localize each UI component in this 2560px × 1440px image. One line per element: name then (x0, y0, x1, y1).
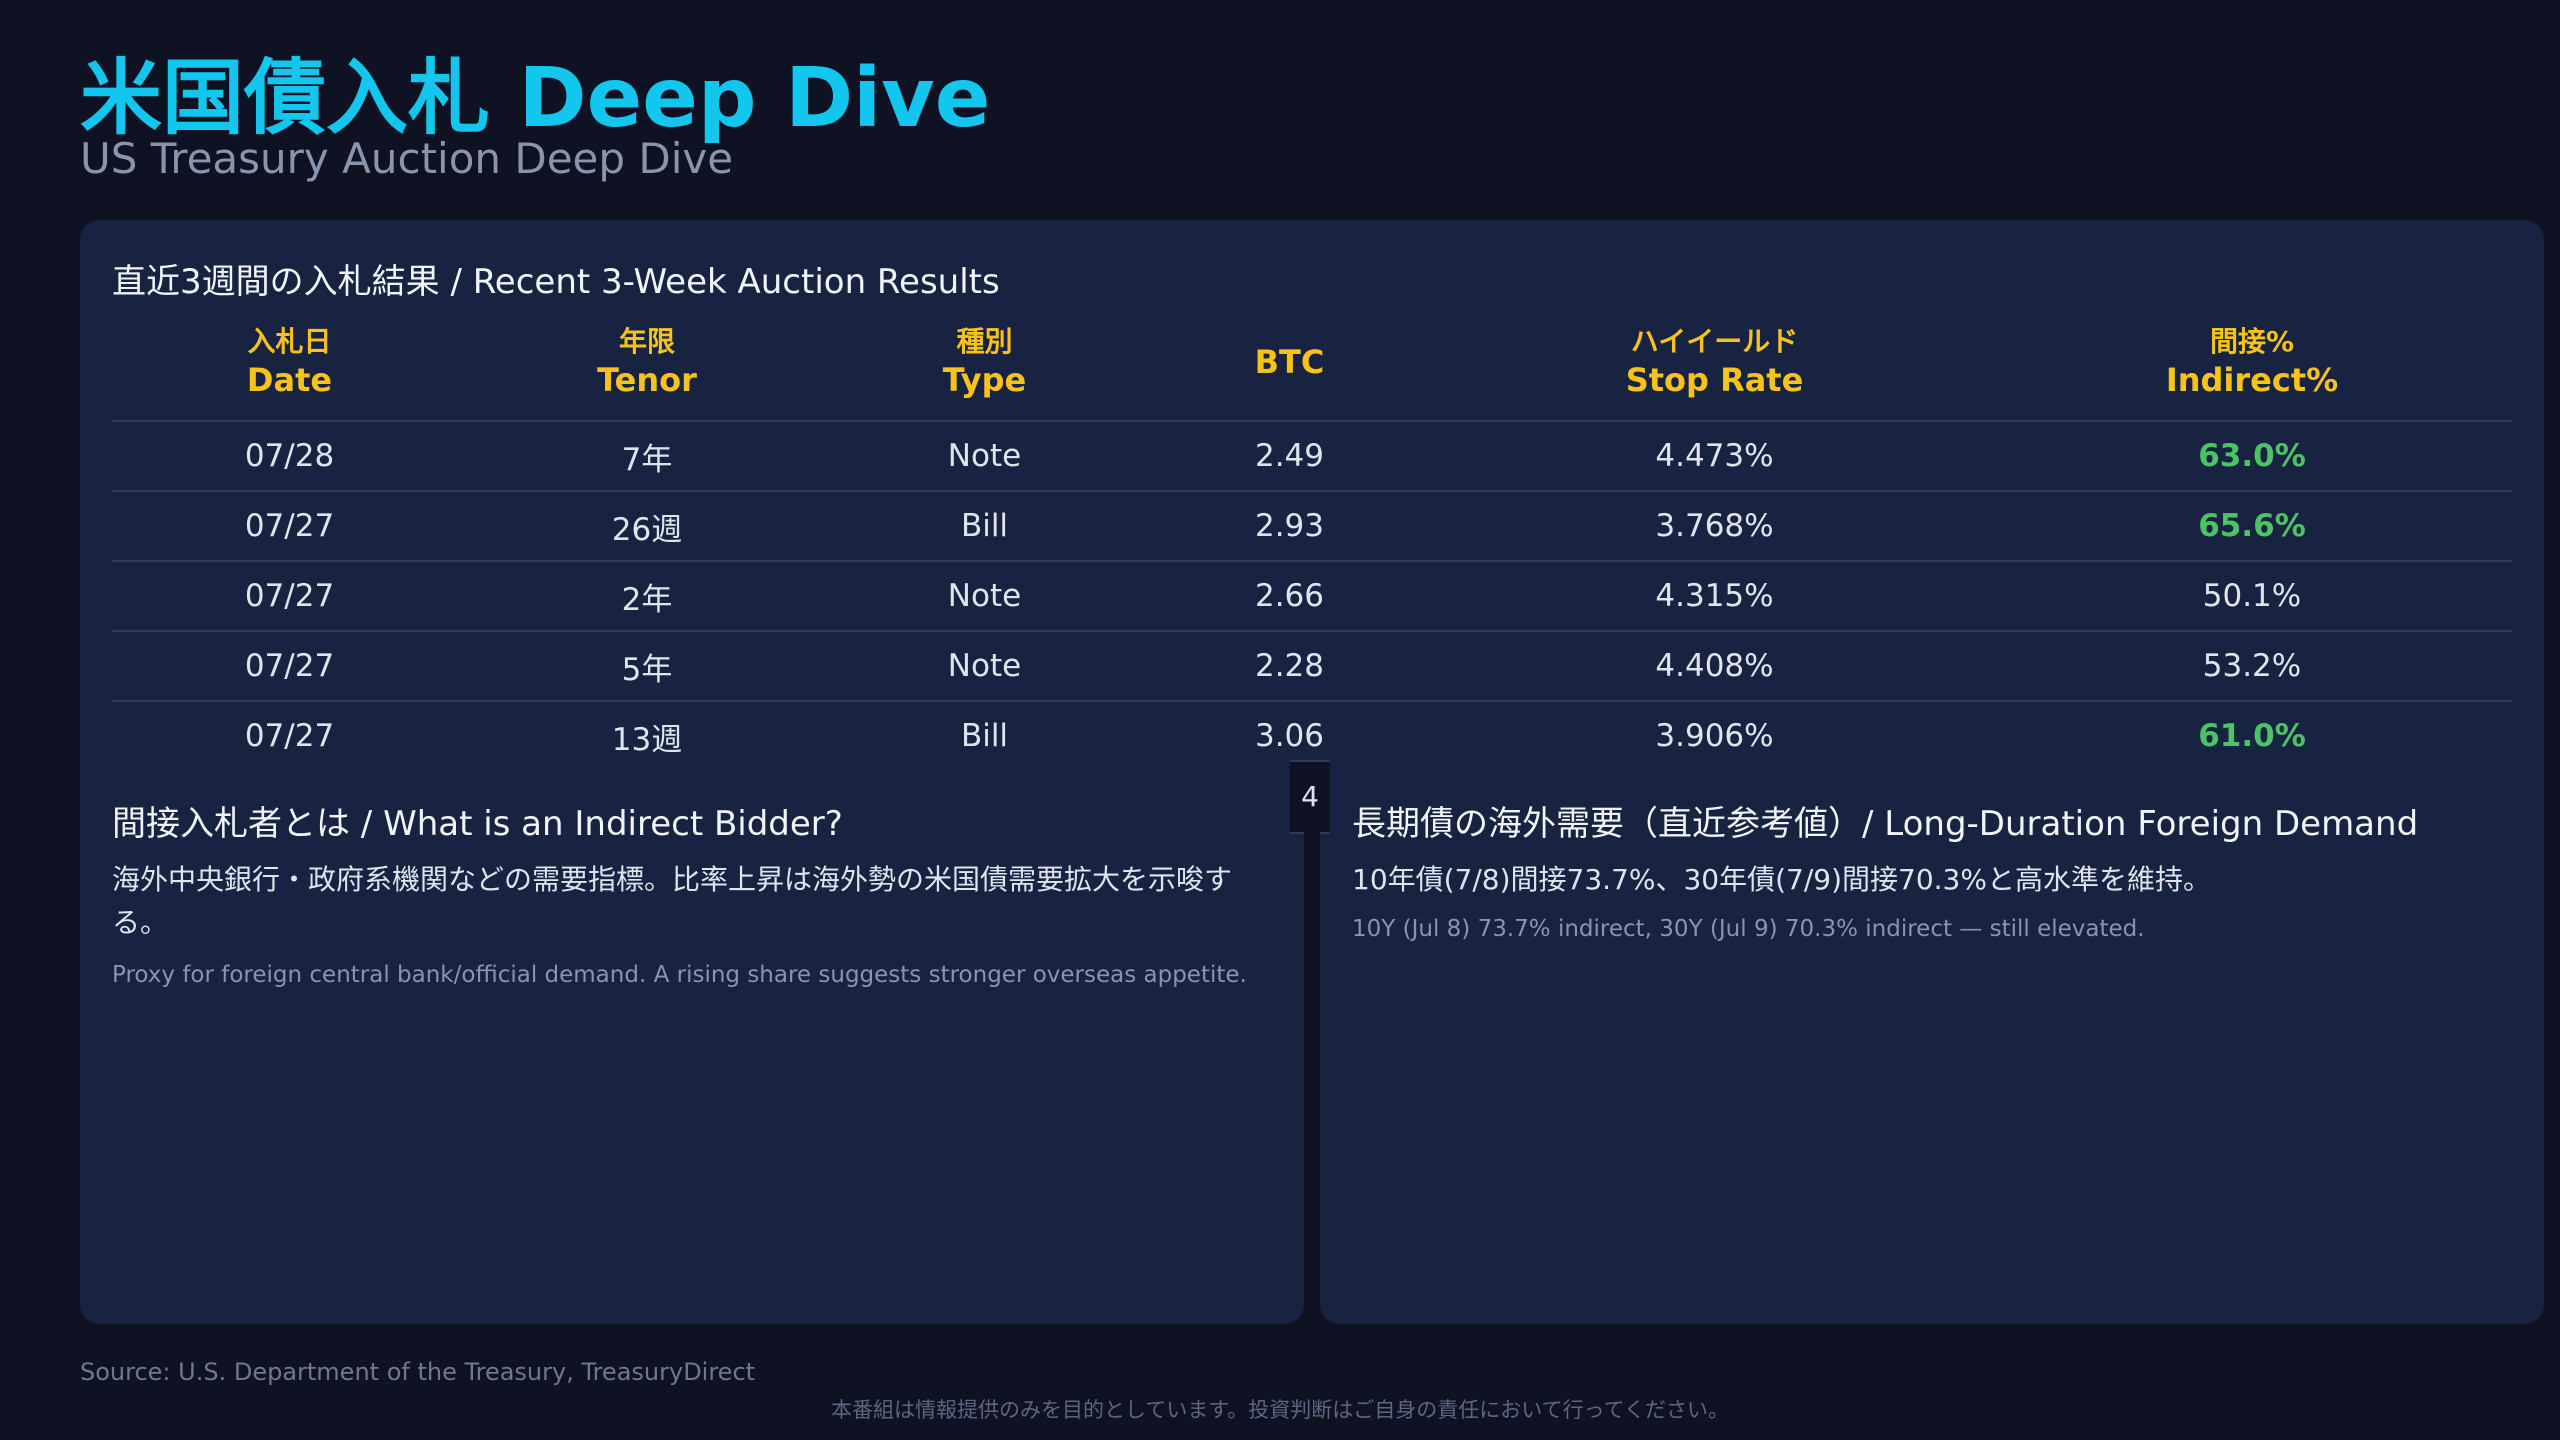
cell-date: 07/27 (244, 718, 335, 754)
cell-indirect: 50.1% (1992, 561, 2512, 632)
cell-btc: 2.66 (1142, 561, 1437, 632)
foreign-demand-body-en: 10Y (Jul 8) 73.7% indirect, 30Y (Jul 9) … (1352, 916, 2145, 942)
cell-date: 07/27 (112, 631, 467, 702)
column-header-jp: 年限 (618, 325, 675, 358)
column-header-date: 入札日 Date (112, 318, 467, 422)
column-header-indirect: 間接% Indirect% (1992, 318, 2512, 422)
column-header-en: Stop Rate (1625, 361, 1804, 400)
column-header-tenor: 年限 Tenor (467, 318, 827, 422)
cell-tenor: 26週 (467, 491, 827, 562)
cell-stop-rate: 4.408% (1437, 631, 1992, 702)
cell-type: Bill (827, 491, 1142, 562)
cell-tenor: 13週 (611, 721, 683, 758)
cell-stop-rate: 4.315% (1437, 561, 1992, 632)
cell-btc: 2.49 (1142, 421, 1437, 492)
cell-tenor: 7年 (467, 421, 827, 492)
table-row: 07/27 2年 Note 2.66 4.315% 50.1% (112, 561, 2512, 632)
table-row: 07/27 26週 Bill 2.93 3.768% 65.6% (112, 491, 2512, 562)
page-subtitle: US Treasury Auction Deep Dive (80, 134, 734, 183)
source-note: Source: U.S. Department of the Treasury,… (80, 1358, 756, 1386)
column-header-type: 種別 Type (827, 318, 1142, 422)
page-number-marker: 4 (1290, 760, 1330, 834)
table-row: 07/27 5年 Note 2.28 4.408% 53.2% (112, 631, 2512, 702)
column-header-en: Date (246, 361, 333, 400)
cell-indirect: 61.0% (2198, 718, 2306, 754)
foreign-demand-heading: 長期債の海外需要（直近参考値）/ Long-Duration Foreign D… (1352, 804, 2419, 844)
cell-date: 07/28 (112, 421, 467, 492)
table-body: 07/28 7年 Note 2.49 4.473% 63.0% 07/27 26… (112, 421, 2512, 770)
column-header-stop-rate: ハイイールド Stop Rate (1437, 318, 1992, 422)
column-header-jp: 入札日 (247, 325, 332, 358)
column-header-en: Tenor (597, 361, 697, 400)
table-row: 07/27 13週 Bill 3.06 3.906% 61.0% (112, 701, 2512, 770)
indirect-bidder-body-en: Proxy for foreign central bank/official … (112, 962, 1247, 988)
cell-tenor: 5年 (467, 631, 827, 702)
column-header-btc: BTC (1142, 318, 1437, 422)
cell-date: 07/27 (112, 561, 467, 632)
cell-btc: 2.93 (1142, 491, 1437, 562)
column-header-en: BTC (1254, 343, 1325, 382)
cell-type: Note (827, 421, 1142, 492)
auction-results-table: 入札日 Date 年限 Tenor 種別 Type BTC ハイイールド Sto… (112, 318, 2512, 770)
indirect-bidder-body-jp: 海外中央銀行・政府系機関などの需要指標。比率上昇は海外勢の米国債需要拡大を示唆す… (112, 863, 1233, 940)
cell-type: Note (827, 631, 1142, 702)
cell-indirect: 53.2% (1992, 631, 2512, 702)
cell-stop-rate: 4.473% (1437, 421, 1992, 492)
cell-stop-rate: 3.906% (1655, 718, 1774, 754)
cell-btc: 3.06 (1254, 718, 1325, 754)
cell-date: 07/27 (112, 491, 467, 562)
cell-indirect: 65.6% (1992, 491, 2512, 562)
auction-table-heading: 直近3週間の入札結果 / Recent 3-Week Auction Resul… (112, 262, 1000, 302)
cell-tenor: 2年 (467, 561, 827, 632)
table-header-row: 入札日 Date 年限 Tenor 種別 Type BTC ハイイールド Sto… (112, 318, 2512, 422)
cell-indirect: 63.0% (1992, 421, 2512, 492)
column-header-jp: ハイイールド (1630, 325, 1799, 358)
table-row: 07/28 7年 Note 2.49 4.473% 63.0% (112, 421, 2512, 492)
page-title: 米国債入札 Deep Dive (80, 51, 991, 146)
cell-type: Bill (960, 718, 1009, 754)
indirect-bidder-heading: 間接入札者とは / What is an Indirect Bidder? (112, 804, 843, 844)
cell-stop-rate: 3.768% (1437, 491, 1992, 562)
cell-type: Note (827, 561, 1142, 632)
column-header-jp: 間接% (2209, 325, 2295, 358)
panel-divider (1304, 830, 1320, 1324)
disclaimer: 本番組は情報提供のみを目的としています。投資判断はご自身の責任において行ってくだ… (831, 1398, 1729, 1422)
foreign-demand-body-jp: 10年債(7/8)間接73.7%、30年債(7/9)間接70.3%と高水準を維持… (1352, 863, 2211, 896)
column-header-jp: 種別 (956, 325, 1013, 358)
column-header-en: Indirect% (2165, 361, 2339, 400)
cell-btc: 2.28 (1142, 631, 1437, 702)
column-header-en: Type (942, 361, 1027, 400)
